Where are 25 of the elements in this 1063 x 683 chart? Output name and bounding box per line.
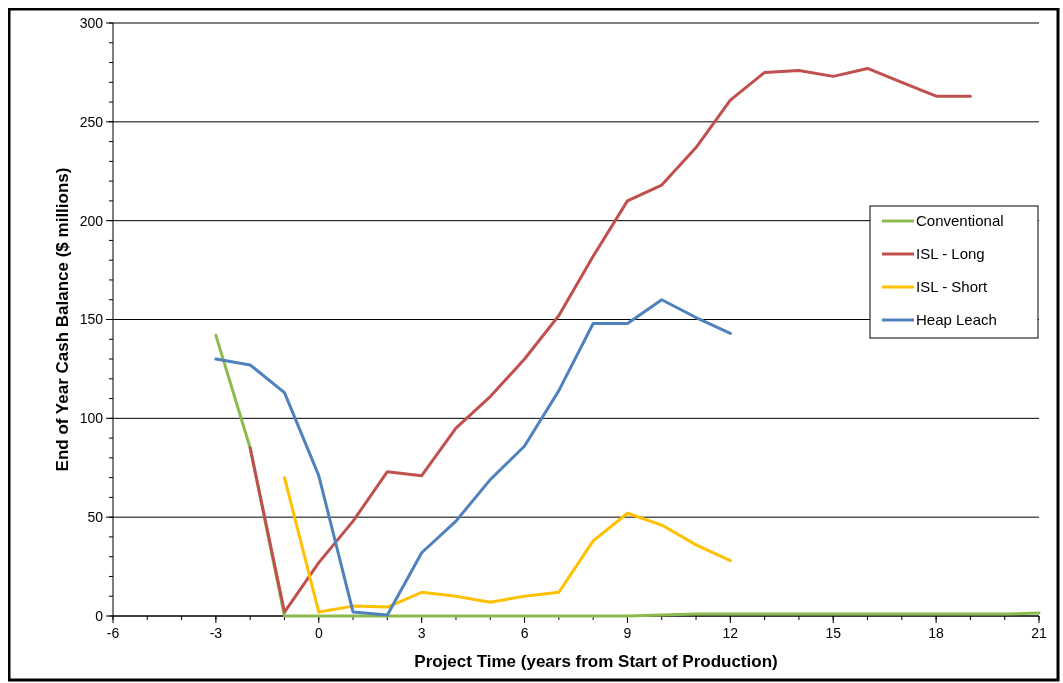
- x-tick-label: -3: [209, 625, 223, 641]
- y-tick-label: 150: [79, 311, 104, 328]
- y-tick-label: 200: [79, 212, 104, 229]
- y-tick-label: 250: [79, 113, 104, 130]
- x-tick-label: 12: [722, 625, 739, 641]
- legend-label: ISL - Short: [916, 278, 988, 296]
- x-axis-title: Project Time (years from Start of Production): [414, 652, 778, 671]
- line-series: [214, 298, 732, 617]
- x-tick-label: 18: [928, 625, 945, 641]
- legend-label: Conventional: [916, 212, 1004, 230]
- y-tick-label: 100: [79, 410, 104, 427]
- legend-label: ISL - Long: [916, 245, 985, 263]
- legend-label: Heap Leach: [916, 311, 997, 329]
- line-series: [282, 476, 732, 614]
- x-tick-label: 3: [417, 625, 426, 641]
- x-tick-label: 9: [623, 625, 632, 641]
- y-tick-label: 300: [79, 14, 104, 31]
- x-tick-label: -6: [106, 625, 120, 641]
- x-tick-label: 15: [825, 625, 842, 641]
- x-tick-label: 21: [1031, 625, 1047, 641]
- y-tick-label: 50: [87, 509, 104, 526]
- y-axis-title: End of Year Cash Balance ($ millions): [53, 167, 72, 472]
- x-tick-label: 0: [314, 625, 323, 641]
- x-tick-label: 6: [520, 625, 529, 641]
- y-tick-label: 0: [95, 607, 104, 624]
